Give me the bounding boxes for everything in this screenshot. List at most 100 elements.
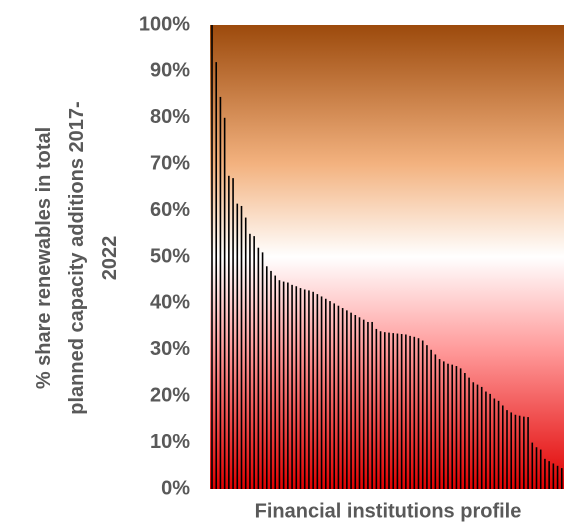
- bar: [358, 317, 361, 489]
- bar: [337, 305, 340, 489]
- bar: [552, 463, 555, 489]
- bar: [383, 332, 386, 489]
- bar: [392, 333, 395, 489]
- bar: [493, 398, 496, 489]
- bar: [413, 336, 416, 489]
- bar: [459, 368, 462, 489]
- y-tick-label: 30%: [150, 338, 190, 360]
- y-axis-label-line: % share renewables in total: [33, 127, 55, 389]
- bar: [518, 415, 521, 489]
- bar: [240, 205, 243, 489]
- bar: [396, 333, 399, 489]
- bar: [531, 442, 534, 489]
- y-tick-label: 80%: [150, 106, 190, 128]
- bar: [426, 345, 428, 489]
- bar: [400, 334, 403, 489]
- bar: [489, 393, 491, 489]
- bar: [265, 266, 268, 489]
- bar: [438, 359, 441, 489]
- bar: [228, 175, 230, 490]
- bar: [442, 361, 445, 489]
- bar: [497, 400, 500, 489]
- bar: [320, 296, 323, 489]
- bar: [253, 236, 255, 489]
- bar: [434, 354, 437, 489]
- bar: [316, 294, 319, 489]
- bar: [333, 303, 336, 489]
- bar: [295, 286, 298, 489]
- bar: [501, 405, 504, 489]
- bar: [405, 334, 407, 489]
- bar: [308, 290, 310, 489]
- bar: [379, 331, 382, 489]
- plot-background: [210, 25, 564, 489]
- bar: [468, 377, 470, 489]
- bar: [346, 310, 348, 489]
- bar: [417, 338, 420, 489]
- bar: [409, 335, 411, 489]
- bar: [527, 417, 529, 489]
- y-tick-label: 50%: [150, 245, 190, 267]
- bar: [362, 319, 365, 489]
- x-axis-label: Financial institutions profile: [255, 500, 522, 522]
- bar: [303, 289, 306, 489]
- bar: [556, 465, 559, 489]
- bar: [510, 412, 513, 489]
- bar: [211, 25, 213, 489]
- bar: [299, 288, 302, 489]
- bar: [375, 328, 378, 489]
- bar: [329, 301, 331, 489]
- bar: [350, 312, 352, 489]
- y-tick-label: 40%: [150, 292, 190, 314]
- y-tick-label: 20%: [150, 384, 190, 406]
- bar: [232, 178, 234, 489]
- y-axis-label: % share renewables in total planned capac…: [33, 101, 121, 414]
- bar: [215, 62, 218, 490]
- bar: [544, 458, 546, 489]
- bar: [455, 366, 458, 489]
- bar: [476, 384, 479, 489]
- bar: [367, 321, 369, 489]
- bar: [451, 364, 454, 489]
- y-tick-label: 0%: [161, 477, 190, 499]
- bar: [514, 414, 517, 489]
- bar: [244, 217, 247, 489]
- bar: [447, 363, 449, 489]
- bar: [261, 252, 264, 489]
- bar: [219, 96, 222, 490]
- bar: [341, 308, 344, 489]
- bar: [236, 203, 239, 489]
- bar: [291, 284, 293, 489]
- bar: [282, 281, 285, 489]
- bar: [324, 298, 327, 489]
- y-tick-label: 10%: [150, 431, 190, 453]
- bar: [270, 270, 272, 489]
- bar: [371, 321, 373, 489]
- bar: [257, 247, 260, 489]
- bar: [249, 233, 251, 489]
- y-tick-label: 100%: [139, 13, 190, 35]
- bar: [506, 410, 508, 489]
- bar: [430, 349, 432, 489]
- bar: [480, 386, 483, 489]
- bar: [560, 468, 563, 489]
- bar: [548, 461, 550, 489]
- bar: [223, 117, 226, 490]
- bar: [472, 382, 475, 489]
- y-axis-label-line: planned capacity additions 2017-: [66, 101, 88, 414]
- bar: [278, 280, 281, 489]
- bar: [287, 282, 289, 489]
- bar: [312, 291, 314, 489]
- y-tick-label: 60%: [150, 199, 190, 221]
- bar: [535, 447, 538, 489]
- y-axis-label-line: 2022: [99, 236, 121, 281]
- bar: [523, 416, 525, 489]
- bar: [539, 449, 542, 489]
- bar: [388, 332, 390, 489]
- bar: [274, 275, 277, 489]
- y-tick-label: 70%: [150, 152, 190, 174]
- bar: [485, 391, 487, 489]
- bar: [354, 315, 357, 489]
- bar: [421, 340, 424, 489]
